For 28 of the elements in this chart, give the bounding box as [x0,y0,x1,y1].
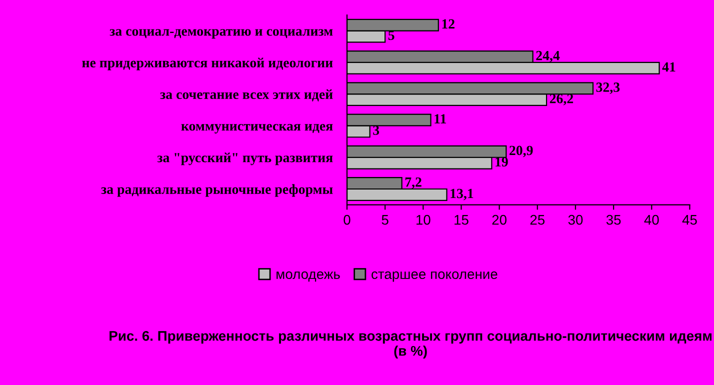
data-label: 20,9 [510,146,533,158]
x-tick-label: 0 [344,214,350,225]
legend-label: старшее поколение [372,271,498,282]
text: Рис. 6. Приверженность различных возрастных групп социально-политическим идеям (в %) [110,330,712,359]
data-label: 32,3 [596,82,620,94]
data-label: 19 [496,157,508,167]
x-tick-label: 25 [530,214,545,225]
y-tick-label: коммунистическая идея [181,124,333,134]
y-tick-label: не придерживаются никакой идеологии [82,58,333,70]
data-label: 24,4 [536,50,560,62]
x-tick-label: 15 [454,215,468,225]
data-label: 7,2 [405,177,422,189]
x-tick-label: 35 [606,214,621,225]
legend-label: молодежь [276,271,340,282]
y-tick-label: за социал-демократию и социализм [110,29,333,39]
x-tick-label: 10 [416,214,430,225]
data-label: 13,1 [450,188,474,200]
y-tick-label: за "русский" путь развития [157,152,333,166]
x-tick-label: 30 [568,214,583,225]
y-tick-label: за сочетание всех этих идей [160,89,333,102]
y-tick-label: за радикальные рыночные реформы [101,184,333,197]
data-label: 41 [662,62,676,72]
x-tick-label: 5 [382,215,388,225]
x-tick-label: 45 [682,215,697,225]
data-label: 11 [434,114,446,124]
x-tick-label: 40 [644,214,659,225]
x-tick-label: 20 [492,214,507,225]
data-label: 12 [442,19,454,28]
